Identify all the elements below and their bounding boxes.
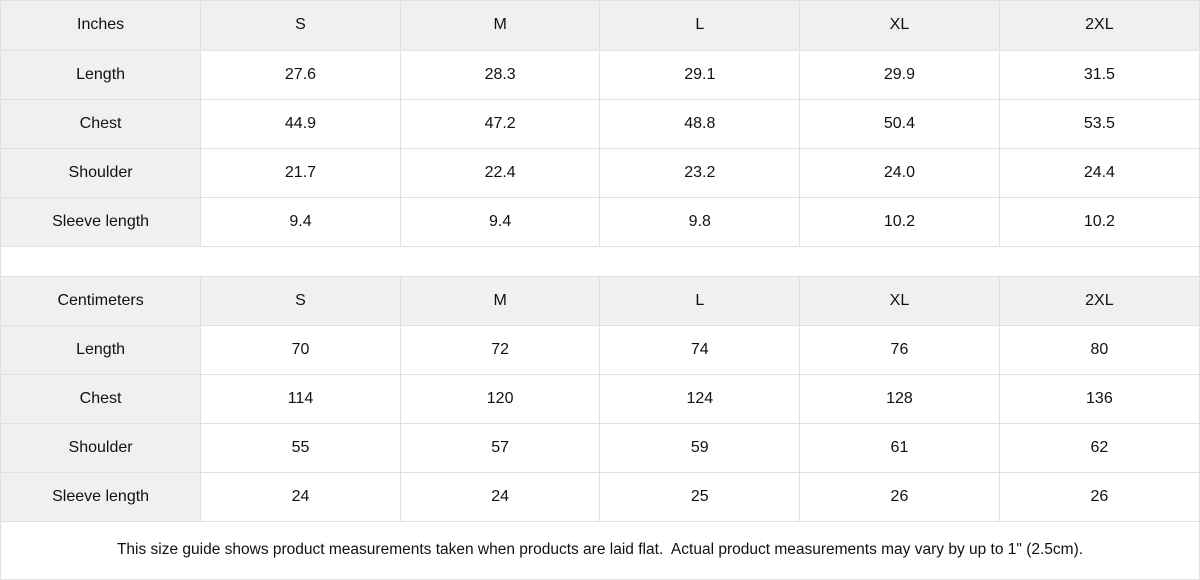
size-header-cell: M xyxy=(400,1,601,51)
value-cell: 28.3 xyxy=(400,50,601,100)
size-header-cell: L xyxy=(599,276,801,326)
value-cell: 53.5 xyxy=(999,99,1199,149)
row-label-cell: Length xyxy=(1,50,202,100)
row-label-cell: Chest xyxy=(1,99,202,149)
row-label-cell: Shoulder xyxy=(1,148,202,198)
value-cell: 24 xyxy=(400,472,601,522)
value-cell: 114 xyxy=(200,374,401,424)
header-row: Inches S M L XL 2XL xyxy=(1,1,1199,51)
value-cell: 48.8 xyxy=(599,99,801,149)
table-row: Sleeve length 24 24 25 26 26 xyxy=(1,472,1199,522)
value-cell: 21.7 xyxy=(200,148,401,198)
size-header-cell: L xyxy=(599,1,801,51)
size-table-centimeters: Centimeters S M L XL 2XL Length 70 72 74 76 80 Chest… xyxy=(1,275,1199,522)
value-cell: 9.4 xyxy=(400,197,601,247)
table-row: Length 27.6 28.3 29.1 29.9 31.5 xyxy=(1,50,1199,100)
value-cell: 10.2 xyxy=(799,197,1000,247)
size-header-cell: XL xyxy=(799,276,1000,326)
value-cell: 50.4 xyxy=(799,99,1000,149)
row-label-cell: Length xyxy=(1,325,202,375)
value-cell: 22.4 xyxy=(400,148,601,198)
size-guide-note: This size guide shows product measuremen… xyxy=(1,521,1199,579)
value-cell: 27.6 xyxy=(200,50,401,100)
value-cell: 70 xyxy=(200,325,401,375)
value-cell: 23.2 xyxy=(599,148,801,198)
row-label-cell: Sleeve length xyxy=(1,197,202,247)
value-cell: 25 xyxy=(599,472,801,522)
value-cell: 55 xyxy=(200,423,401,473)
unit-header-cell: Inches xyxy=(1,1,202,51)
size-header-cell: 2XL xyxy=(999,1,1199,51)
value-cell: 72 xyxy=(400,325,601,375)
value-cell: 57 xyxy=(400,423,601,473)
value-cell: 124 xyxy=(599,374,801,424)
value-cell: 128 xyxy=(799,374,1000,424)
table-row: Shoulder 55 57 59 61 62 xyxy=(1,423,1199,473)
table-gap xyxy=(1,246,1199,276)
value-cell: 62 xyxy=(999,423,1199,473)
table-row: Sleeve length 9.4 9.4 9.8 10.2 10.2 xyxy=(1,197,1199,247)
header-row: Centimeters S M L XL 2XL xyxy=(1,276,1199,326)
table-row: Shoulder 21.7 22.4 23.2 24.0 24.4 xyxy=(1,148,1199,198)
value-cell: 59 xyxy=(599,423,801,473)
value-cell: 10.2 xyxy=(999,197,1199,247)
size-header-cell: XL xyxy=(799,1,1000,51)
size-header-cell: 2XL xyxy=(999,276,1199,326)
value-cell: 24.0 xyxy=(799,148,1000,198)
value-cell: 31.5 xyxy=(999,50,1199,100)
unit-header-cell: Centimeters xyxy=(1,276,202,326)
value-cell: 26 xyxy=(799,472,1000,522)
row-label-cell: Shoulder xyxy=(1,423,202,473)
size-header-cell: M xyxy=(400,276,601,326)
size-header-cell: S xyxy=(200,1,401,51)
size-table-inches: Inches S M L XL 2XL Length 27.6 28.3 29.1 29.9 31.5… xyxy=(1,1,1199,247)
table-row: Chest 44.9 47.2 48.8 50.4 53.5 xyxy=(1,99,1199,149)
table-row: Chest 114 120 124 128 136 xyxy=(1,374,1199,424)
value-cell: 9.8 xyxy=(599,197,801,247)
value-cell: 74 xyxy=(599,325,801,375)
value-cell: 26 xyxy=(999,472,1199,522)
table-row: Length 70 72 74 76 80 xyxy=(1,325,1199,375)
value-cell: 80 xyxy=(999,325,1199,375)
value-cell: 61 xyxy=(799,423,1000,473)
value-cell: 9.4 xyxy=(200,197,401,247)
row-label-cell: Chest xyxy=(1,374,202,424)
value-cell: 24.4 xyxy=(999,148,1199,198)
size-tables: Inches S M L XL 2XL Length 27.6 28.3 29.1 29.9 31.5… xyxy=(1,1,1199,522)
value-cell: 29.9 xyxy=(799,50,1000,100)
value-cell: 24 xyxy=(200,472,401,522)
value-cell: 120 xyxy=(400,374,601,424)
value-cell: 29.1 xyxy=(599,50,801,100)
row-label-cell: Sleeve length xyxy=(1,472,202,522)
size-header-cell: S xyxy=(200,276,401,326)
value-cell: 44.9 xyxy=(200,99,401,149)
value-cell: 47.2 xyxy=(400,99,601,149)
value-cell: 76 xyxy=(799,325,1000,375)
value-cell: 136 xyxy=(999,374,1199,424)
